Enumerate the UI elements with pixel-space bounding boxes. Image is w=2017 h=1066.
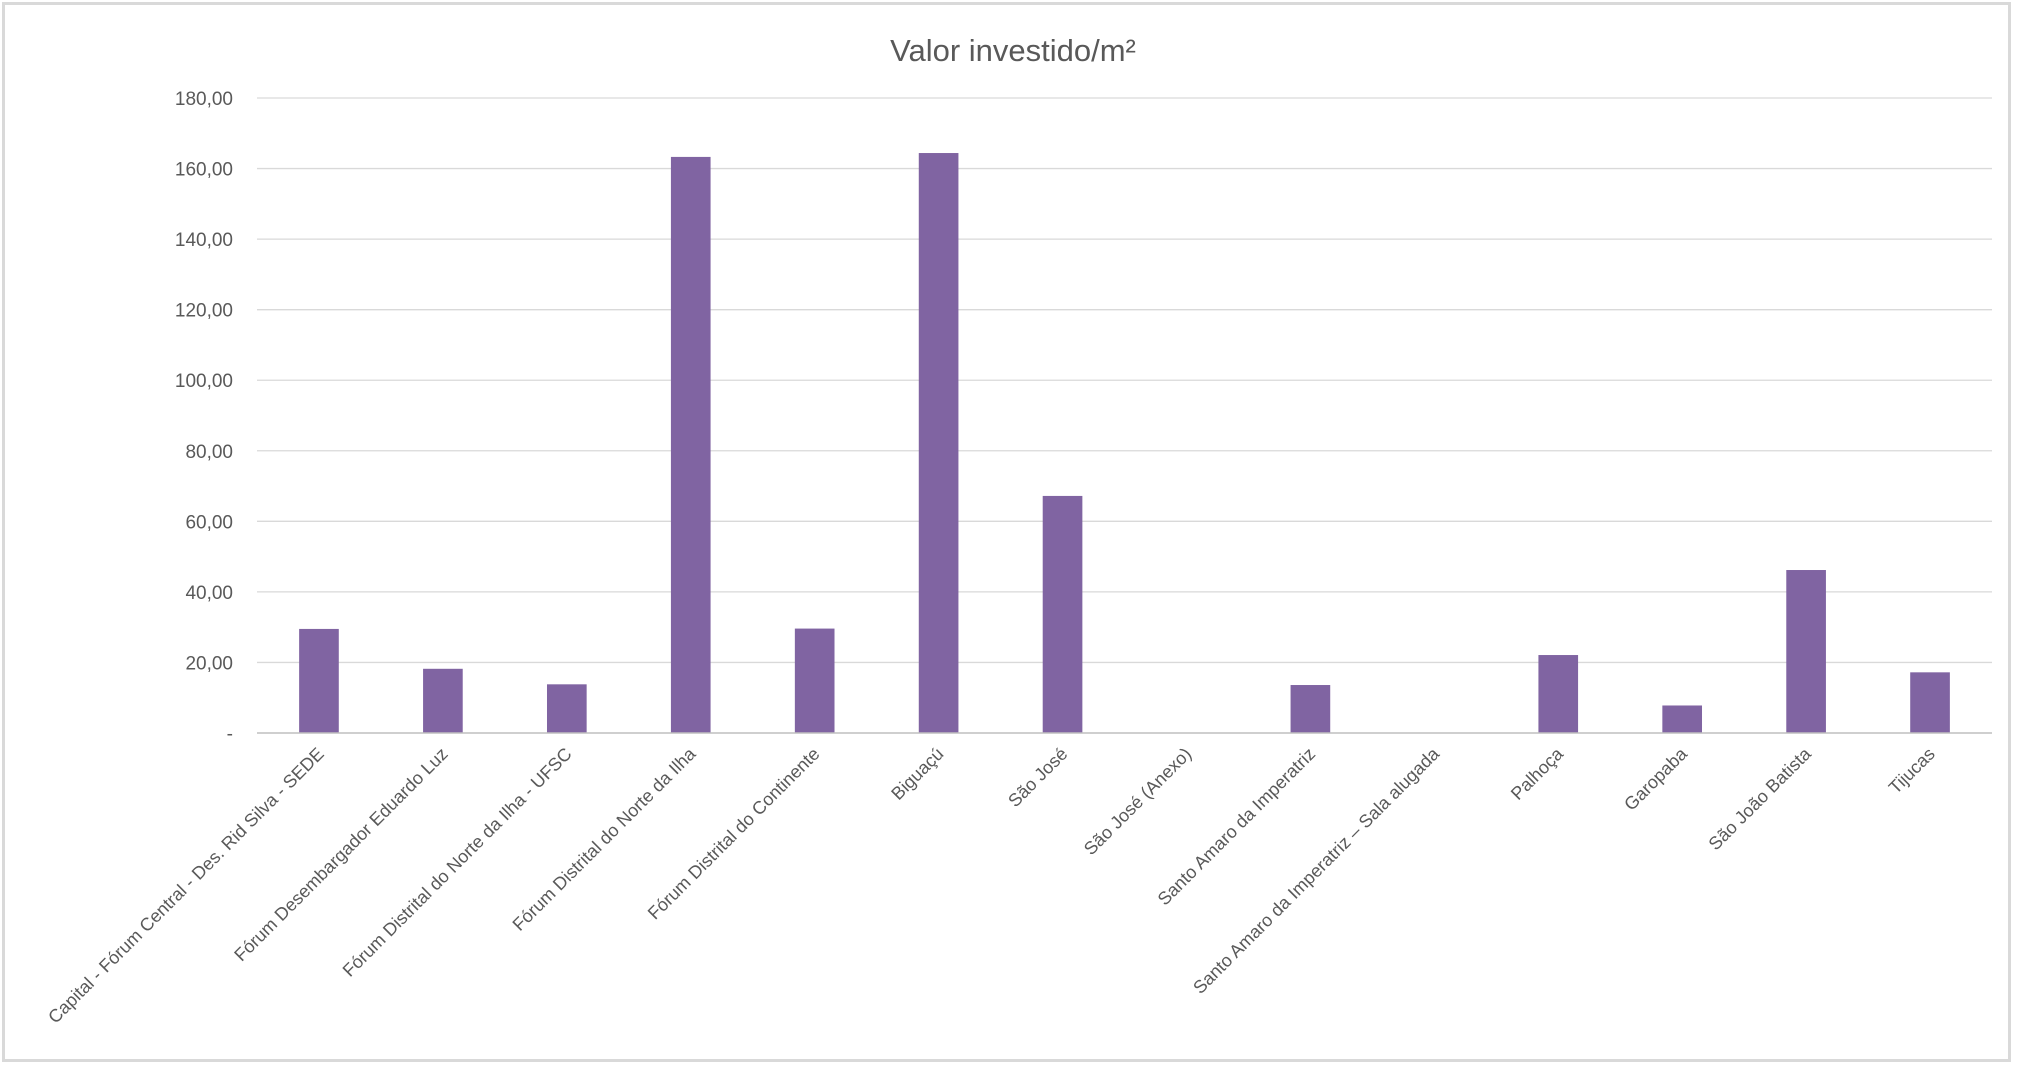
y-tick-label: -	[227, 724, 233, 745]
x-tick-label: Capital - Fórum Central - Des. Rid Silva…	[44, 744, 328, 1028]
bar	[1662, 705, 1703, 733]
bar	[1786, 570, 1826, 733]
y-tick-label: 60,00	[185, 512, 233, 533]
x-tick-label: São José	[1004, 744, 1071, 811]
y-tick-label: 160,00	[175, 160, 233, 181]
bars	[299, 153, 1950, 734]
bar	[299, 628, 339, 733]
x-tick-label: São José (Anexo)	[1080, 744, 1195, 859]
bar	[1290, 685, 1331, 733]
bar	[1538, 655, 1579, 733]
bar	[423, 668, 463, 733]
bar	[670, 156, 711, 734]
y-tick-label: 120,00	[175, 301, 233, 322]
bar	[1910, 672, 1950, 733]
x-tick-label: Fórum Distrital do Norte da Ilha - UFSC	[339, 744, 576, 981]
bar	[794, 628, 835, 733]
gridlines	[257, 97, 1992, 664]
x-tick-label: Santo Amaro da Imperatriz – Sala alugada	[1189, 743, 1444, 998]
y-tick-label: 40,00	[185, 583, 233, 604]
x-tick-label: Garopaba	[1620, 743, 1691, 814]
y-tick-label: 100,00	[175, 371, 233, 392]
x-tick-label: Biguaçú	[887, 744, 947, 804]
y-tick-label: 20,00	[185, 653, 233, 674]
x-tick-label: Fórum Desembargador Eduardo Luz	[230, 744, 451, 965]
y-tick-label: 140,00	[175, 230, 233, 251]
y-tick-label: 80,00	[185, 442, 233, 463]
chart-title: Valor investido/m²	[890, 33, 1136, 68]
bar	[1042, 495, 1083, 733]
bar	[918, 153, 959, 734]
x-tick-label: São João Batista	[1705, 743, 1816, 854]
x-tick-label: Tijucas	[1885, 744, 1939, 798]
y-tick-label: 180,00	[175, 89, 233, 110]
x-tick-label: Palhoça	[1507, 743, 1568, 804]
x-axis-ticks: Capital - Fórum Central - Des. Rid Silva…	[44, 743, 1939, 1027]
bar	[546, 684, 587, 733]
y-axis-ticks: - 20,00 40,00 60,00 80,00 100,00 120,00 140,00 1…	[175, 89, 233, 745]
bar-chart: Valor investido/m² - 20,00 40,00 60,00 80,00…	[44, 33, 1992, 1027]
